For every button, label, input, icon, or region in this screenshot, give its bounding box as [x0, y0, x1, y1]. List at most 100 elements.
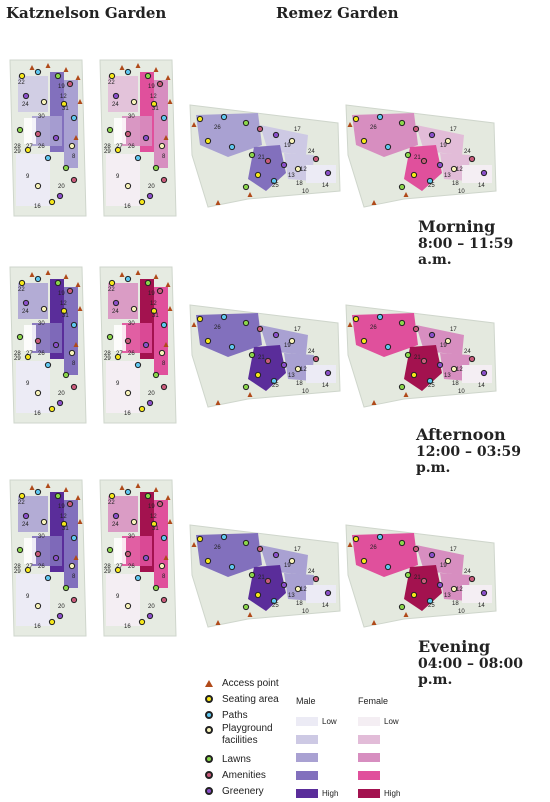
zone-label: 13: [288, 593, 295, 599]
legend-item-access-point: Access point: [202, 675, 288, 691]
zone-label: 20: [58, 604, 65, 610]
access-point-marker: [191, 122, 197, 127]
zone-label: 8: [162, 361, 166, 367]
feature-point: [254, 371, 262, 379]
zone-label: 8: [72, 574, 76, 580]
zone-label: 13: [288, 373, 295, 379]
zone-label: 26: [38, 144, 45, 150]
zone-label: 9: [116, 594, 120, 600]
zone-label: 26: [214, 545, 221, 551]
access-point-marker: [45, 483, 51, 488]
access-point-marker: [77, 306, 83, 311]
feature-point: [54, 72, 62, 80]
zone-label: 12: [300, 167, 307, 173]
access-point-marker: [63, 487, 69, 492]
zone-label: 25: [272, 603, 279, 609]
zone-label: 25: [428, 603, 435, 609]
access-point-marker: [75, 495, 81, 500]
feature-point: [62, 584, 70, 592]
feature-point: [108, 492, 116, 500]
zone-building: [24, 325, 36, 351]
period-time: 04:00 – 08:00 p.m.: [418, 656, 524, 689]
zone-label: 19: [148, 504, 155, 510]
zone-label: 16: [124, 204, 131, 210]
access-point-marker: [215, 200, 221, 205]
zone-label: 20: [148, 184, 155, 190]
feature-point: [54, 279, 62, 287]
zone-label: 26: [128, 144, 135, 150]
zone-center: [122, 536, 152, 566]
feature-point: [384, 143, 392, 151]
feature-point: [480, 369, 488, 377]
feature-point: [242, 119, 250, 127]
feature-point: [324, 169, 332, 177]
zone-label: 26: [38, 351, 45, 357]
feature-point: [264, 357, 272, 365]
feature-point: [352, 315, 360, 323]
feature-point: [124, 602, 132, 610]
access-point-marker: [215, 400, 221, 405]
access-point-marker: [73, 135, 79, 140]
zone-label: 16: [34, 624, 41, 630]
legend-item-playground: Playground facilities: [202, 723, 288, 751]
zone-label: 14: [478, 183, 485, 189]
feature-point: [70, 114, 78, 122]
feature-point: [280, 361, 288, 369]
zone-south-east: [306, 585, 336, 603]
access-point-icon: [205, 679, 213, 687]
feature-point: [428, 131, 436, 139]
zone-label: 22: [108, 500, 115, 506]
access-point-marker: [191, 322, 197, 327]
access-point-marker: [135, 63, 141, 68]
feature-point: [124, 130, 132, 138]
feature-point: [158, 349, 166, 357]
feature-point: [40, 98, 48, 106]
feature-point: [130, 98, 138, 106]
female-swatch-3: [358, 752, 380, 762]
feature-point: [124, 550, 132, 558]
zone-label: 22: [108, 287, 115, 293]
zone-label: 30: [38, 321, 45, 327]
feature-point: [428, 331, 436, 339]
feature-point: [62, 164, 70, 172]
feature-point: [376, 113, 384, 121]
zone-label: 19: [148, 291, 155, 297]
zone-label: 30: [38, 534, 45, 540]
legend-label: Amenities: [222, 769, 266, 781]
feature-point: [146, 612, 154, 620]
feature-point: [130, 305, 138, 313]
zone-label: 26: [214, 125, 221, 131]
feature-point: [124, 389, 132, 397]
zone-lawn-area: [16, 154, 50, 206]
male-scale: Male Low High: [296, 696, 338, 802]
zone-label: 12: [60, 301, 67, 307]
feature-point: [468, 355, 476, 363]
feature-point: [264, 157, 272, 165]
access-point-marker: [73, 342, 79, 347]
zone-label: 28: [14, 144, 21, 150]
feature-point: [420, 357, 428, 365]
zone-label: 27: [116, 564, 123, 570]
male-scale-title: Male: [296, 696, 316, 706]
period-name: Evening: [418, 637, 491, 656]
zone-label: 31: [62, 106, 69, 112]
zone-label: 19: [284, 563, 291, 569]
access-point-marker: [347, 122, 353, 127]
zone-building: [114, 325, 126, 351]
zone-label: 14: [478, 383, 485, 389]
zone-label: 24: [464, 149, 471, 155]
period-time: 8:00 – 11:59 a.m.: [418, 236, 514, 269]
zone-label: 21: [414, 575, 421, 581]
feature-point: [220, 113, 228, 121]
greenery-icon: [205, 787, 213, 795]
feature-point: [34, 389, 42, 397]
zone-north-west: [108, 496, 138, 532]
zone-label: 28: [104, 564, 111, 570]
feature-point: [158, 142, 166, 150]
zone-building: [24, 538, 36, 564]
feature-point: [68, 349, 76, 357]
feature-point: [256, 125, 264, 133]
